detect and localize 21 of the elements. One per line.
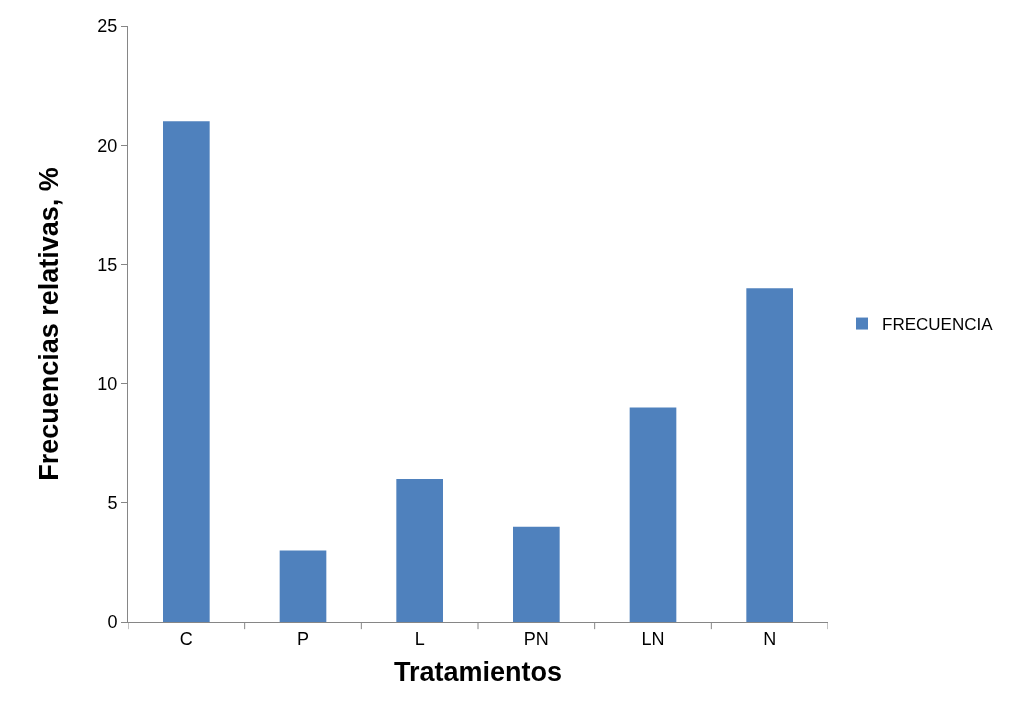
x-tick-label: LN: [641, 628, 665, 649]
bar: [163, 121, 210, 622]
legend-label: FRECUENCIA: [882, 315, 994, 335]
bar: [629, 407, 677, 622]
x-tick-label: N: [763, 628, 777, 649]
bar: [396, 478, 443, 622]
bar: [279, 550, 327, 622]
x-tick-label: P: [296, 628, 310, 649]
y-tick-label: 5: [107, 493, 118, 514]
y-tick-label: 10: [97, 373, 118, 394]
x-tick-label: C: [179, 628, 193, 649]
y-tick-label: 25: [97, 16, 118, 37]
bar: [746, 288, 793, 622]
x-axis-title: Tratamientos: [393, 657, 563, 687]
x-tick-label: PN: [523, 628, 549, 649]
y-axis-title: Frecuencias relativas, %: [34, 167, 65, 481]
y-tick-label: 20: [97, 135, 118, 156]
x-tick-label: L: [414, 628, 425, 649]
y-tick-label: 0: [107, 612, 118, 633]
y-tick-label: 15: [97, 254, 118, 275]
bar: [513, 526, 560, 622]
